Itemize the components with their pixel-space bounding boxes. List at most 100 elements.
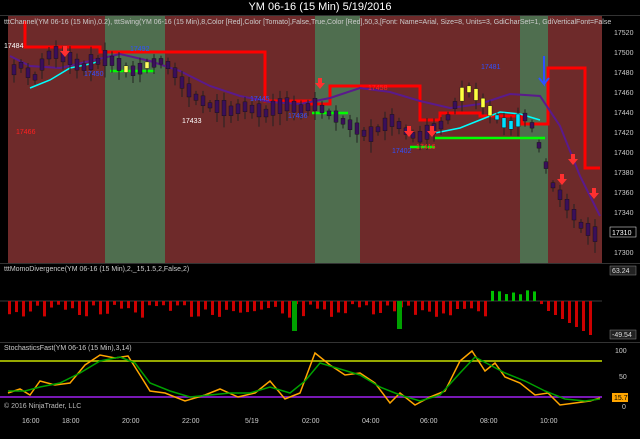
sell-arrow-icon bbox=[315, 78, 325, 89]
momo-bar bbox=[351, 301, 354, 305]
candle bbox=[137, 62, 143, 75]
momo-bar bbox=[92, 301, 95, 306]
swing-label: 17458 bbox=[368, 85, 388, 92]
momo-bar bbox=[582, 301, 585, 331]
momo-bar bbox=[36, 301, 39, 306]
svg-text:17340: 17340 bbox=[614, 210, 634, 217]
momo-bar bbox=[379, 301, 382, 313]
momo-bar bbox=[414, 301, 417, 315]
stoch-pane[interactable]: 100 50 0 15.7 StochasticsFast(YM 06-16 (… bbox=[0, 342, 640, 415]
candle bbox=[193, 93, 199, 101]
swing-label: 17436 bbox=[288, 113, 308, 120]
momo-bar bbox=[484, 301, 487, 317]
swing-label: 17445 bbox=[250, 96, 270, 103]
momo-bar bbox=[281, 301, 284, 314]
momo-bar bbox=[162, 301, 165, 306]
momo-bar bbox=[120, 301, 123, 309]
candle bbox=[522, 112, 528, 122]
momo-bar bbox=[155, 301, 158, 307]
momo-bar bbox=[225, 301, 228, 310]
stoch-k-line bbox=[7, 349, 601, 406]
candle bbox=[578, 221, 584, 229]
momo-bar bbox=[337, 301, 340, 313]
candle bbox=[95, 57, 101, 65]
momo-bar bbox=[589, 301, 592, 335]
price-pane[interactable]: 17484 17466 17450 17492 17433 17445 1743… bbox=[0, 15, 640, 263]
momo-bar bbox=[533, 291, 536, 301]
momo-bar bbox=[211, 301, 214, 315]
candle bbox=[417, 131, 423, 143]
momo-indicator-label: tttMomoDivergence(YM 06-16 (15 Min),2,_1… bbox=[4, 266, 190, 273]
momo-pane[interactable]: 63.24 -49.54 tttMomoDivergence(YM 06-16 … bbox=[0, 263, 640, 342]
candle bbox=[340, 118, 346, 125]
candle bbox=[18, 61, 24, 69]
candle bbox=[109, 55, 115, 66]
zone-backgrounds bbox=[8, 16, 602, 263]
stoch-d-line bbox=[8, 356, 601, 402]
svg-text:17360: 17360 bbox=[614, 190, 634, 197]
momo-bar bbox=[540, 301, 543, 305]
candle bbox=[46, 50, 52, 60]
candle bbox=[116, 58, 122, 71]
divergence-bar bbox=[397, 301, 402, 329]
candle bbox=[305, 103, 311, 111]
stoch-chart: 100 50 0 15.7 bbox=[0, 348, 628, 411]
candle bbox=[144, 61, 150, 69]
momo-chart: 63.24 -49.54 bbox=[0, 265, 637, 340]
momo-bar bbox=[190, 301, 193, 317]
momo-bar bbox=[113, 301, 116, 305]
candle bbox=[445, 114, 451, 121]
momo-bar bbox=[498, 291, 501, 301]
candle bbox=[200, 95, 206, 106]
x-tick: 02:00 bbox=[302, 418, 320, 425]
candle bbox=[74, 58, 80, 71]
stoch-y-axis: 100 50 0 bbox=[615, 348, 627, 411]
momo-bar bbox=[15, 301, 18, 313]
price-chart[interactable]: 17484 17466 17450 17492 17433 17445 1743… bbox=[0, 16, 640, 263]
candle bbox=[564, 199, 570, 211]
momo-top-value: 63.24 bbox=[612, 268, 630, 275]
candle bbox=[368, 126, 374, 142]
x-tick: 20:00 bbox=[122, 418, 140, 425]
momo-bar bbox=[232, 301, 235, 312]
candle bbox=[480, 97, 486, 108]
momo-bar bbox=[302, 301, 305, 317]
momo-bar bbox=[393, 301, 396, 312]
candle bbox=[284, 97, 290, 112]
momo-bar bbox=[505, 294, 508, 301]
x-tick: 06:00 bbox=[420, 418, 438, 425]
candle bbox=[88, 54, 94, 70]
candle bbox=[585, 223, 591, 236]
momo-bar bbox=[260, 301, 263, 310]
candle bbox=[256, 103, 262, 118]
candle bbox=[487, 105, 493, 117]
svg-text:17520: 17520 bbox=[614, 30, 634, 37]
x-tick: 08:00 bbox=[480, 418, 498, 425]
momo-bar bbox=[561, 301, 564, 319]
momo-bar bbox=[246, 301, 249, 313]
momo-bar bbox=[407, 301, 410, 306]
momo-bar bbox=[554, 301, 557, 315]
candle bbox=[508, 120, 514, 130]
momo-bar bbox=[547, 301, 550, 311]
candle bbox=[459, 87, 465, 102]
momo-bar bbox=[491, 290, 494, 301]
sell-arrow-icon bbox=[589, 188, 599, 199]
candle bbox=[438, 120, 444, 130]
momo-bar bbox=[267, 301, 270, 309]
swing-label: 17450 bbox=[84, 71, 104, 78]
momo-bar bbox=[519, 294, 522, 301]
x-tick: 18:00 bbox=[62, 418, 80, 425]
momo-bottom-value: -49.54 bbox=[612, 332, 632, 339]
candle bbox=[242, 101, 248, 112]
momo-bar bbox=[71, 301, 74, 309]
x-tick: 04:00 bbox=[362, 418, 380, 425]
momo-bar bbox=[526, 290, 529, 301]
candle bbox=[536, 142, 542, 149]
momo-bar bbox=[57, 301, 60, 305]
svg-text:17380: 17380 bbox=[614, 170, 634, 177]
candle bbox=[39, 58, 45, 71]
candle bbox=[270, 100, 276, 116]
candle bbox=[123, 65, 129, 73]
momo-bar bbox=[477, 301, 480, 312]
